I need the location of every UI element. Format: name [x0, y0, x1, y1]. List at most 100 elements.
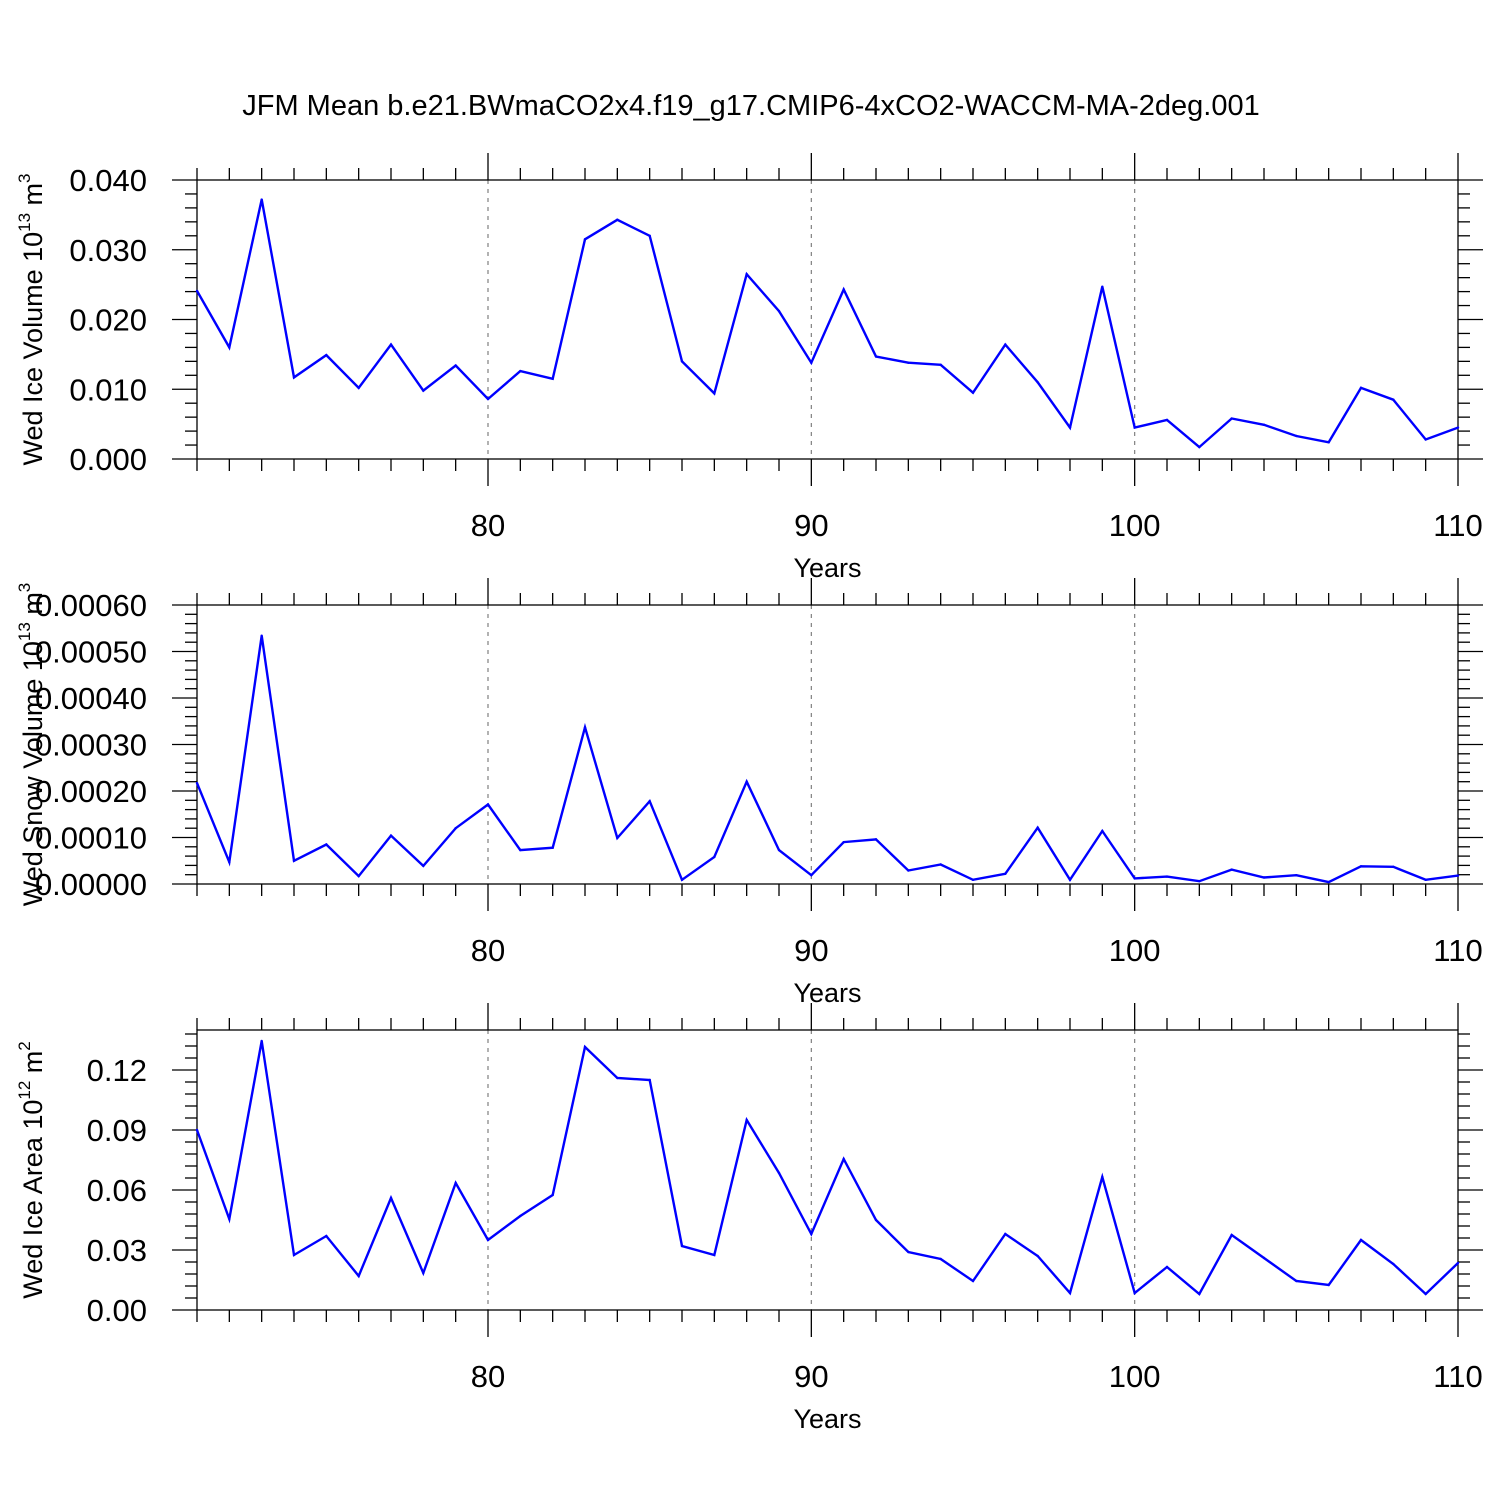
- y-tick-label: 0.040: [69, 163, 147, 198]
- data-point: [1359, 386, 1363, 390]
- data-point: [519, 1214, 522, 1218]
- data-point: [1230, 417, 1233, 420]
- data-point: [648, 800, 651, 803]
- x-axis-label: Years: [793, 1404, 861, 1434]
- data-point: [1262, 876, 1266, 879]
- y-tick-label: 0.12: [87, 1053, 147, 1088]
- x-tick-label: 100: [1109, 508, 1161, 543]
- data-point: [648, 1078, 651, 1082]
- data-point: [1198, 880, 1201, 883]
- data-point: [939, 863, 942, 866]
- data-point: [357, 874, 360, 878]
- data-point: [1456, 426, 1460, 429]
- data-point: [1230, 868, 1233, 871]
- x-tick-label: 90: [794, 933, 828, 968]
- plot-frame: [196, 1029, 1459, 1311]
- y-axis-label: Wed Ice Area 1012 m2: [15, 1041, 48, 1299]
- data-point: [519, 848, 522, 852]
- data-point: [1133, 877, 1136, 880]
- y-tick-label: 0.00020: [35, 774, 147, 809]
- data-point: [422, 864, 425, 868]
- y-axis-label-sup: 12: [15, 1081, 34, 1100]
- series-line: [195, 635, 1459, 884]
- data-point: [551, 1193, 554, 1197]
- data-point: [551, 377, 554, 380]
- data-point: [389, 343, 393, 346]
- data-point: [777, 1171, 781, 1175]
- y-tick-label: 0.00050: [35, 635, 147, 670]
- data-point: [842, 840, 845, 844]
- data-point: [551, 846, 554, 849]
- data-point: [228, 346, 231, 349]
- data-point: [777, 848, 781, 852]
- data-point: [842, 288, 845, 291]
- series-line: [195, 1040, 1459, 1296]
- figure-title: JFM Mean b.e21.BWmaCO2x4.f19_g17.CMIP6-4…: [242, 90, 1260, 122]
- y-tick-label: 0.00040: [35, 681, 147, 716]
- data-point: [1295, 434, 1298, 438]
- data-point: [810, 1232, 813, 1236]
- data-point: [1424, 878, 1427, 882]
- data-point: [325, 1234, 328, 1238]
- data-point: [810, 361, 813, 364]
- y-tick-label: 0.03: [87, 1233, 147, 1268]
- data-point: [1327, 1283, 1330, 1287]
- data-point: [389, 1196, 393, 1200]
- x-axis-label: Years: [793, 978, 861, 1008]
- data-point: [1295, 1279, 1298, 1283]
- data-point: [971, 878, 975, 882]
- data-point: [325, 843, 328, 846]
- x-tick-label: 80: [471, 933, 505, 968]
- data-point: [228, 860, 231, 864]
- data-point: [971, 1279, 975, 1283]
- data-point: [1004, 343, 1007, 346]
- data-point: [680, 1244, 684, 1248]
- x-tick-label: 90: [794, 508, 828, 543]
- data-point: [648, 234, 651, 237]
- data-point: [713, 392, 716, 395]
- data-point: [874, 355, 878, 358]
- data-point: [616, 1076, 619, 1080]
- data-point: [325, 353, 328, 357]
- data-point: [713, 1253, 716, 1257]
- data-point: [486, 803, 490, 806]
- data-point: [1456, 1261, 1460, 1265]
- y-tick-label: 0.00030: [35, 728, 147, 763]
- data-point: [357, 1274, 360, 1278]
- data-point: [1327, 441, 1330, 444]
- x-tick-label: 110: [1433, 933, 1482, 968]
- data-point: [1198, 445, 1201, 449]
- data-point: [422, 1271, 425, 1275]
- data-point: [616, 218, 619, 221]
- y-tick-label: 0.09: [87, 1113, 147, 1148]
- y-tick-label: 0.020: [69, 303, 147, 338]
- data-point: [422, 389, 425, 392]
- data-point: [939, 363, 942, 367]
- data-point: [1068, 878, 1072, 882]
- data-point: [680, 360, 684, 363]
- x-tick-label: 90: [794, 1359, 828, 1394]
- series-line: [195, 199, 1459, 449]
- y-axis-label-sup: 13: [15, 213, 34, 232]
- data-point: [195, 1128, 199, 1132]
- data-point: [1295, 873, 1298, 877]
- data-point: [357, 386, 360, 390]
- data-point: [1230, 1233, 1233, 1237]
- y-tick-label: 0.06: [87, 1173, 147, 1208]
- x-tick-label: 100: [1109, 1359, 1161, 1394]
- data-point: [907, 1250, 910, 1254]
- data-point: [1392, 398, 1395, 401]
- data-point: [1392, 865, 1395, 868]
- data-point: [195, 781, 199, 785]
- y-tick-label: 0.030: [69, 233, 147, 268]
- data-point: [1004, 872, 1007, 875]
- y-tick-label: 0.010: [69, 372, 147, 407]
- y-axis-label-unit-sup: 2: [15, 1041, 34, 1050]
- y-tick-label: 0.00000: [35, 867, 147, 902]
- data-point: [519, 369, 522, 373]
- data-point: [907, 869, 910, 872]
- data-point: [616, 836, 619, 840]
- x-tick-label: 80: [471, 1359, 505, 1394]
- ice-volume-panel: 80 90 100 110 0.000 0.010 0.020 0.030 0.040 Years…: [15, 153, 1483, 583]
